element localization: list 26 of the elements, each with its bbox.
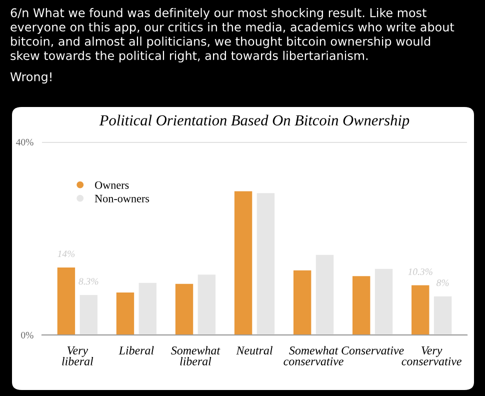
bar [412,285,430,335]
bar [316,254,334,335]
bar [352,276,370,335]
bar [293,270,312,335]
x-tick-label: Neutral [236,346,272,355]
y-tick-label: 0% [21,332,34,338]
x-tick-label: Liberal [118,346,154,355]
bar [374,268,393,335]
bar [175,284,194,335]
bar [256,193,275,335]
text: Wrong! [10,72,52,84]
bar [198,274,216,335]
chart-title: Political Orientation Based On Bitcoin Ownership [99,114,410,129]
bar [116,292,134,335]
x-tick-label: Conservative [342,346,404,355]
x-tick-label: Very liberal [62,346,94,366]
x-tick-label: Somewhat liberal [171,346,220,366]
bar [234,191,252,335]
bar [138,282,157,335]
legend-label: Owners [95,181,129,189]
bar [434,296,452,335]
text: 6/n What we found was definitely our most shocking result. Like most everyone on this app, our critics in the media, academics who write about bitcoin, and almost all politicians, we thought bitcoin ownership would skew towards the political right, and towards libertarianism. [10,8,454,62]
y-tick-label: 40% [16,138,34,146]
bar [80,294,98,335]
bar [57,267,76,335]
legend-label: Non-owners [94,194,150,202]
